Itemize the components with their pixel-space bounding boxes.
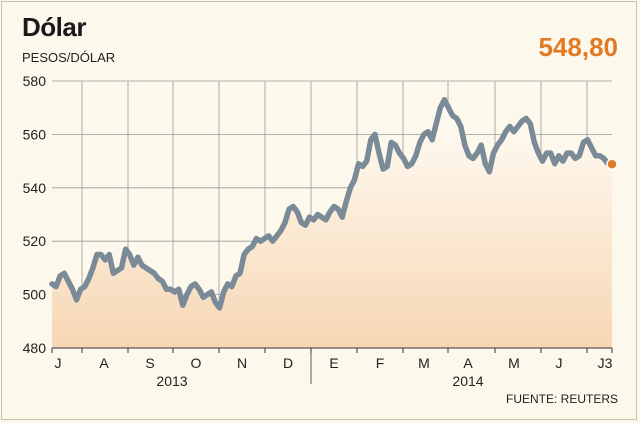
chart-title: Dólar [22, 12, 86, 42]
y-tick-label: 480 [23, 340, 47, 356]
year-label: 2014 [452, 373, 483, 389]
month-label: N [237, 355, 247, 371]
month-label: D [283, 355, 293, 371]
y-tick-label: 500 [23, 287, 47, 303]
y-tick-label: 520 [23, 233, 47, 249]
year-label: 2013 [156, 373, 187, 389]
month-label: J3 [598, 355, 613, 371]
y-tick-label: 560 [23, 126, 47, 142]
source-note: FUENTE: REUTERS [505, 392, 618, 406]
month-label: M [418, 355, 430, 371]
month-label: J [55, 355, 62, 371]
month-label: S [145, 355, 154, 371]
month-label: A [463, 355, 473, 371]
end-point-marker [606, 158, 618, 171]
area-fill [52, 99, 612, 348]
series-line-peso-dolar [49, 96, 615, 311]
y-tick-label: 540 [23, 180, 47, 196]
month-label: O [191, 355, 202, 371]
last-value-label: 548,80 [538, 32, 618, 62]
y-tick-label: 580 [23, 73, 47, 89]
month-label: E [329, 355, 338, 371]
chart-subtitle: PESOS/DÓLAR [22, 50, 116, 65]
month-label: J [556, 355, 563, 371]
month-label: M [508, 355, 520, 371]
month-label: A [99, 355, 109, 371]
month-label: F [376, 355, 385, 371]
